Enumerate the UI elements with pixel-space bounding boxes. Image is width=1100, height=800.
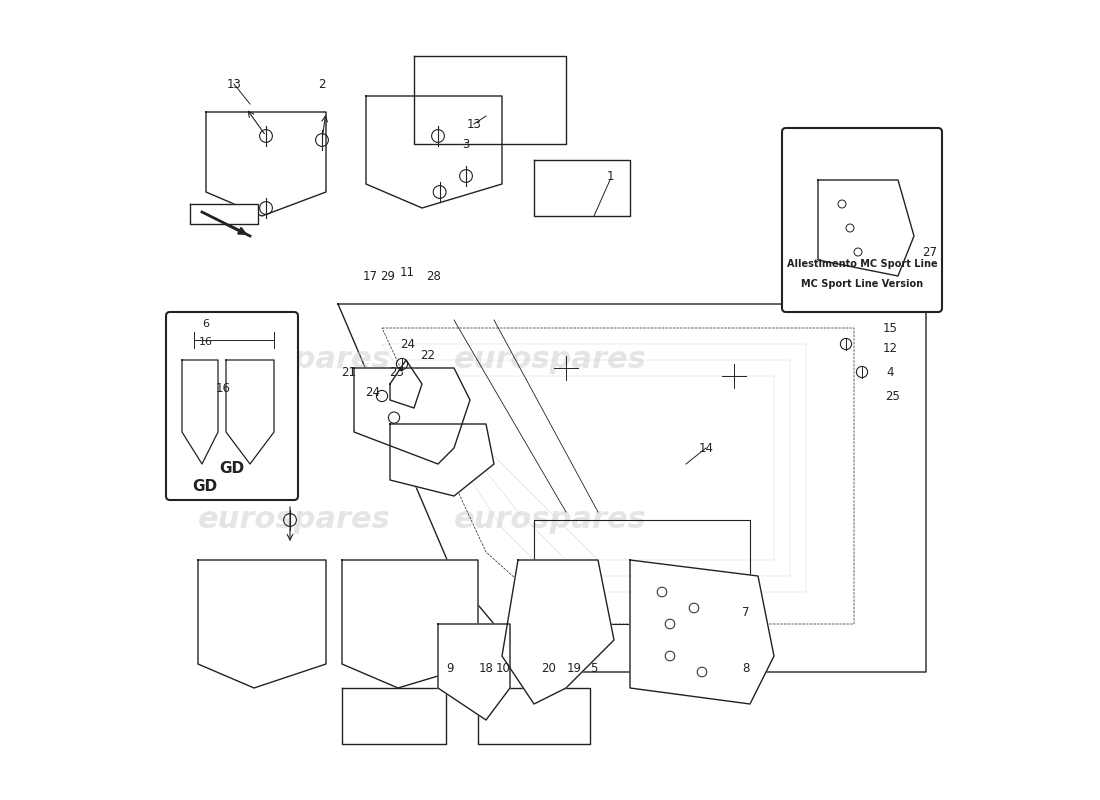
Text: 14: 14 bbox=[698, 442, 714, 454]
Text: Allestimento MC Sport Line: Allestimento MC Sport Line bbox=[786, 259, 937, 269]
Text: 29: 29 bbox=[381, 270, 395, 282]
Polygon shape bbox=[390, 360, 422, 408]
Text: 19: 19 bbox=[566, 662, 582, 674]
FancyBboxPatch shape bbox=[782, 128, 942, 312]
Text: 5: 5 bbox=[591, 662, 597, 674]
Text: 7: 7 bbox=[742, 606, 750, 618]
Text: eurospares: eurospares bbox=[198, 346, 390, 374]
Text: 17: 17 bbox=[363, 270, 377, 282]
Polygon shape bbox=[342, 560, 478, 688]
Text: 13: 13 bbox=[466, 118, 482, 130]
Text: 24: 24 bbox=[365, 386, 380, 398]
Polygon shape bbox=[206, 112, 326, 216]
Polygon shape bbox=[478, 688, 590, 744]
FancyBboxPatch shape bbox=[166, 312, 298, 500]
Text: 9: 9 bbox=[447, 662, 453, 674]
Text: eurospares: eurospares bbox=[453, 506, 647, 534]
Polygon shape bbox=[438, 624, 510, 720]
Polygon shape bbox=[366, 96, 502, 208]
Polygon shape bbox=[338, 304, 926, 672]
Polygon shape bbox=[818, 180, 914, 276]
Text: 24: 24 bbox=[400, 338, 415, 350]
Text: 21: 21 bbox=[341, 366, 356, 378]
Text: 16: 16 bbox=[199, 337, 213, 346]
Text: 13: 13 bbox=[227, 78, 241, 90]
Polygon shape bbox=[534, 160, 630, 216]
Text: 1: 1 bbox=[606, 170, 614, 182]
Polygon shape bbox=[390, 424, 494, 496]
Polygon shape bbox=[354, 368, 470, 464]
Text: 23: 23 bbox=[389, 366, 404, 378]
Text: 15: 15 bbox=[882, 322, 898, 334]
Text: 22: 22 bbox=[420, 350, 436, 362]
Text: 11: 11 bbox=[400, 266, 415, 278]
Text: 8: 8 bbox=[742, 662, 750, 674]
Polygon shape bbox=[502, 560, 614, 704]
Text: eurospares: eurospares bbox=[453, 346, 647, 374]
Text: 16: 16 bbox=[216, 382, 231, 394]
Text: 2: 2 bbox=[318, 78, 326, 90]
Text: GD: GD bbox=[191, 479, 217, 494]
Polygon shape bbox=[198, 560, 326, 688]
Polygon shape bbox=[414, 56, 566, 144]
Text: MC Sport Line Version: MC Sport Line Version bbox=[801, 279, 923, 289]
Text: 27: 27 bbox=[923, 246, 937, 258]
Polygon shape bbox=[342, 688, 446, 744]
Polygon shape bbox=[630, 560, 774, 704]
Text: eurospares: eurospares bbox=[198, 506, 390, 534]
Text: 28: 28 bbox=[427, 270, 441, 282]
Text: 12: 12 bbox=[882, 342, 898, 354]
Text: 6: 6 bbox=[202, 319, 209, 329]
Polygon shape bbox=[226, 360, 274, 464]
Text: 25: 25 bbox=[886, 390, 900, 402]
Text: 3: 3 bbox=[462, 138, 470, 150]
Text: 20: 20 bbox=[541, 662, 556, 674]
Text: 4: 4 bbox=[887, 366, 893, 378]
Text: 18: 18 bbox=[478, 662, 494, 674]
Polygon shape bbox=[190, 204, 258, 224]
Polygon shape bbox=[182, 360, 218, 464]
Text: GD: GD bbox=[219, 461, 244, 476]
Text: 10: 10 bbox=[496, 662, 512, 674]
